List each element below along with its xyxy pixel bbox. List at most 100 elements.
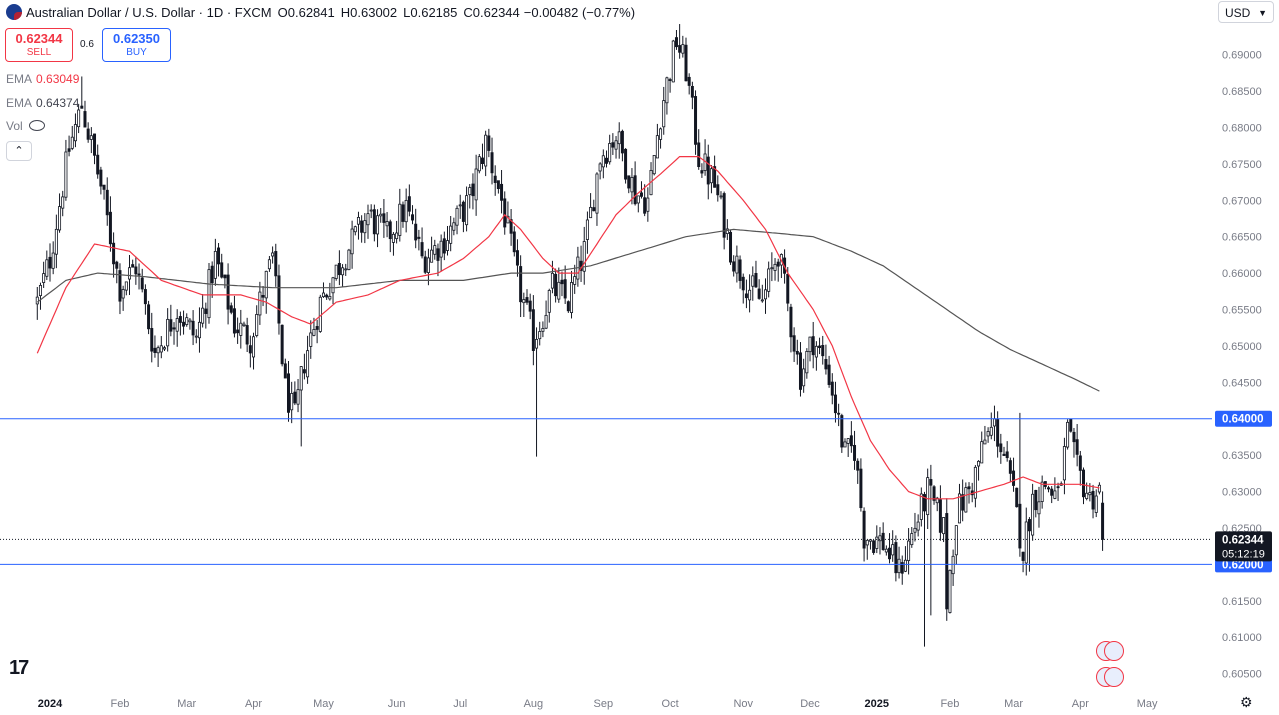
candle	[894, 535, 898, 582]
candle	[1072, 427, 1076, 458]
economic-events-icon-2[interactable]	[1096, 667, 1128, 687]
candle	[344, 263, 348, 276]
candle	[544, 300, 548, 330]
high-value: 0.63002	[350, 4, 398, 20]
candle	[86, 122, 90, 143]
candle	[45, 250, 49, 281]
time-tick-label: Aug	[524, 698, 544, 710]
time-tick-label: Sep	[594, 698, 614, 710]
candle	[465, 186, 469, 232]
candle	[315, 319, 319, 344]
candle	[153, 335, 157, 358]
candle	[1037, 486, 1041, 528]
candle	[118, 263, 122, 315]
candle	[1069, 418, 1073, 433]
sell-button[interactable]: 0.62344 SELL	[5, 28, 73, 62]
candle	[506, 201, 510, 224]
candle	[649, 162, 653, 196]
sell-price: 0.62344	[15, 31, 63, 46]
candle	[646, 187, 650, 222]
candle	[694, 90, 698, 155]
candle	[754, 260, 758, 288]
ema-slow-legend[interactable]: EMA 0.64374	[6, 96, 79, 110]
candle	[156, 345, 160, 368]
economic-events-icon[interactable]	[1096, 641, 1128, 661]
ema-fast-legend[interactable]: EMA 0.63049	[6, 72, 79, 86]
candle	[296, 378, 300, 413]
sell-label: SELL	[26, 47, 52, 58]
candle	[706, 144, 710, 200]
candle	[764, 278, 768, 314]
candle	[188, 318, 192, 330]
currency-value: USD	[1225, 6, 1251, 20]
candle	[1066, 419, 1070, 450]
candle	[986, 427, 990, 443]
candle	[223, 274, 227, 289]
candle	[102, 184, 106, 200]
candle	[608, 134, 612, 165]
candle	[449, 215, 453, 252]
candle	[204, 302, 208, 329]
candle	[630, 168, 634, 205]
buy-button[interactable]: 0.62350 BUY	[102, 28, 171, 62]
candle	[252, 332, 256, 370]
candle	[99, 166, 103, 195]
tradingview-logo[interactable]: 17	[9, 657, 29, 679]
level-price-tag[interactable]: 0.64000	[1215, 410, 1272, 427]
ema-fast-line	[36, 156, 1100, 500]
candle	[331, 276, 335, 305]
candle	[35, 287, 39, 320]
candle	[194, 329, 198, 344]
candle	[258, 281, 262, 325]
hidden-eye-icon[interactable]	[28, 120, 45, 131]
candle	[760, 284, 764, 303]
candle	[662, 86, 666, 135]
candle	[197, 307, 201, 353]
candle	[1050, 486, 1054, 504]
candle	[500, 169, 504, 214]
candle	[391, 232, 395, 256]
price-tick-label: 0.67500	[1222, 159, 1262, 171]
candle	[840, 413, 844, 453]
price-tick-label: 0.66000	[1222, 268, 1262, 280]
candle	[217, 243, 221, 277]
candle	[385, 211, 389, 238]
candle	[1091, 484, 1095, 519]
chevron-up-icon[interactable]: ⌃	[6, 141, 32, 161]
candle	[115, 260, 119, 284]
candle	[299, 366, 303, 447]
candle	[595, 172, 599, 226]
price-axis[interactable]: 0.605000.610000.615000.620000.625000.630…	[1212, 0, 1279, 715]
symbol-title[interactable]: Australian Dollar / U.S. Dollar · 1D · F…	[26, 4, 272, 20]
candle	[274, 243, 278, 287]
candle	[150, 312, 154, 363]
candle	[913, 512, 917, 542]
candle	[172, 322, 176, 345]
candle	[1062, 437, 1066, 495]
candle	[42, 261, 46, 288]
gear-icon[interactable]: ⚙	[1240, 694, 1253, 710]
symbol-header[interactable]: Australian Dollar / U.S. Dollar · 1D · F…	[6, 4, 635, 20]
candle	[267, 255, 271, 272]
candle	[166, 308, 170, 352]
candle	[973, 465, 977, 508]
candle	[684, 37, 688, 82]
currency-select[interactable]: USD ▼	[1218, 1, 1274, 23]
candle	[207, 262, 211, 324]
candle	[757, 279, 761, 300]
time-tick-label: May	[313, 698, 334, 710]
candle	[286, 360, 290, 422]
candle	[674, 29, 678, 50]
time-axis[interactable]: 2024 Feb Mar Apr May Jun Jul Aug Sep Oct Nov Dec 202…	[0, 686, 1279, 715]
time-tick-label: Jul	[453, 698, 467, 710]
candle	[573, 264, 577, 294]
candle	[942, 517, 946, 543]
candle	[598, 162, 602, 180]
candle	[325, 293, 329, 300]
last-price-tag[interactable]: 0.62344 05:12:19	[1215, 531, 1272, 562]
candle	[881, 522, 885, 551]
candle	[945, 498, 949, 621]
volume-legend[interactable]: Vol	[6, 119, 45, 133]
candle	[321, 282, 325, 298]
